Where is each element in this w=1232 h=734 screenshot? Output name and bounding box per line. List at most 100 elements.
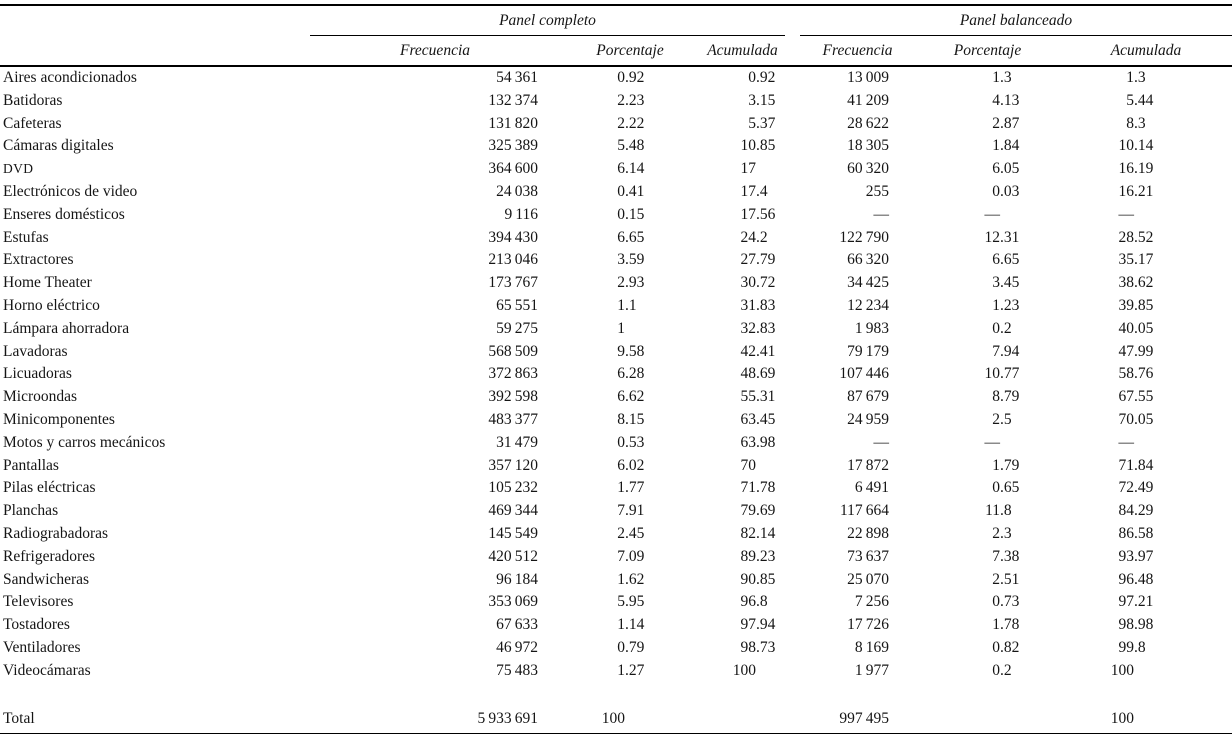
full-frecuencia-cell: 357 120 — [488, 456, 538, 474]
balanced-porcentaje-cell: 2.3 — [992, 524, 1012, 542]
balanced-porcentaje-cell: 3.45 — [992, 274, 1020, 292]
header-full-porcentaje: Porcentaje — [560, 35, 700, 67]
table-row: Electrónicos de video 24 038 0.41 17.4 255 0.… — [0, 181, 1232, 204]
row-label: Videocámaras — [3, 661, 91, 679]
group-gap — [785, 523, 800, 546]
header-full-frecuencia: Frecuencia — [310, 35, 560, 67]
balanced-porcentaje-cell: 1.84 — [992, 137, 1020, 155]
full-acumulada-cell: 27.79 — [740, 251, 776, 269]
balanced-acumulada-cell: 28.52 — [1118, 228, 1154, 246]
row-label: Pilas eléctricas — [3, 479, 96, 497]
full-porcentaje-cell: 1 — [617, 319, 625, 337]
balanced-frecuencia-cell: 117 664 — [839, 502, 890, 520]
group-gap — [785, 249, 800, 272]
group-gap — [785, 455, 800, 478]
full-porcentaje-cell: 8.15 — [617, 410, 645, 428]
balanced-porcentaje-cell: 1.23 — [992, 296, 1020, 314]
table-row: Horno eléctrico 65 551 1.1 31.83 12 234 1.23 3… — [0, 295, 1232, 318]
group-gap — [785, 35, 801, 67]
full-frecuencia-cell: 353 069 — [488, 593, 538, 611]
full-porcentaje-cell: 2.22 — [617, 114, 645, 132]
balanced-acumulada-cell: 100 — [1110, 661, 1135, 679]
full-acumulada-cell: 10.85 — [740, 137, 776, 155]
balanced-frecuencia-cell: 25 070 — [847, 570, 890, 588]
balanced-acumulada-cell: 67.55 — [1118, 388, 1154, 406]
full-frecuencia-cell: 132 374 — [488, 91, 538, 109]
balanced-porcentaje-cell: 2.5 — [992, 410, 1012, 428]
table-row: Refrigeradores 420 512 7.09 89.23 73 637 7.38… — [0, 546, 1232, 569]
full-frecuencia-cell: 568 509 — [488, 342, 538, 360]
row-label: Refrigeradores — [3, 547, 96, 565]
group-gap — [785, 637, 800, 660]
balanced-frecuencia-cell: 22 898 — [847, 524, 890, 542]
balanced-acumulada-cell: 35.17 — [1118, 251, 1154, 269]
group-gap — [785, 295, 800, 318]
balanced-acumulada-cell: 38.62 — [1118, 274, 1154, 292]
balanced-acumulada-cell: 40.05 — [1118, 319, 1154, 337]
full-porcentaje-cell: 1.1 — [617, 296, 637, 314]
full-porcentaje-cell: 0.79 — [617, 638, 645, 656]
full-frecuencia-cell: 59 275 — [496, 319, 538, 337]
panel-balanceado-group-header: Panel balanceado — [800, 5, 1232, 36]
table-row: Enseres domésticos 9 116 0.15 17.56 — — — — [0, 204, 1232, 227]
full-porcentaje-cell: 0.41 — [617, 182, 645, 200]
balanced-porcentaje-cell: 8.79 — [992, 388, 1020, 406]
balanced-acumulada-cell: — — [1118, 433, 1135, 451]
group-gap — [785, 90, 800, 113]
row-label-smallcaps: DVD — [3, 161, 34, 177]
balanced-porcentaje-cell: 0.65 — [992, 479, 1020, 497]
table-row: Televisores 353 069 5.95 96.8 7 256 0.73 97.21 — [0, 591, 1232, 614]
full-frecuencia-cell: 5 933 691 — [477, 709, 538, 727]
group-gap — [785, 66, 800, 90]
full-acumulada-cell: 63.98 — [740, 433, 776, 451]
row-label: Televisores — [3, 593, 74, 611]
group-gap — [785, 660, 800, 683]
balanced-acumulada-cell: 72.49 — [1118, 479, 1154, 497]
full-porcentaje-cell: 0.92 — [617, 69, 645, 86]
full-porcentaje-cell: 3.59 — [617, 251, 645, 269]
balanced-acumulada-cell: 10.14 — [1118, 137, 1154, 155]
group-gap — [785, 5, 800, 36]
table-row: Home Theater 173 767 2.93 30.72 34 425 3.45 38… — [0, 272, 1232, 295]
balanced-frecuencia-cell: 73 637 — [847, 547, 890, 565]
full-porcentaje-cell: 1.77 — [617, 479, 645, 497]
table-row: Pilas eléctricas 105 232 1.77 71.78 6 491 0.6… — [0, 477, 1232, 500]
balanced-frecuencia-cell: 7 256 — [854, 593, 890, 611]
row-label: Motos y carros mecánicos — [3, 433, 166, 451]
row-label: DVD — [0, 158, 310, 181]
balanced-porcentaje-cell: 1.78 — [992, 616, 1020, 634]
balanced-frecuencia-cell: 17 872 — [847, 456, 890, 474]
group-gap — [785, 409, 800, 432]
row-label: Licuadoras — [3, 365, 72, 383]
group-gap — [785, 135, 800, 158]
full-acumulada-cell: 48.69 — [740, 365, 776, 383]
document-page: Panel completo Panel balanceado Frecuenc… — [0, 4, 1232, 734]
balanced-porcentaje-cell: 1.79 — [992, 456, 1020, 474]
full-porcentaje-cell: 5.95 — [617, 593, 645, 611]
full-acumulada-cell: 0.92 — [748, 69, 776, 86]
full-frecuencia-cell: 364 600 — [488, 160, 538, 178]
full-frecuencia-cell: 54 361 — [496, 69, 538, 86]
group-gap — [785, 318, 800, 341]
balanced-acumulada-cell: 5.44 — [1126, 91, 1154, 109]
balanced-acumulada-cell: 70.05 — [1118, 410, 1154, 428]
balanced-frecuencia-cell: 41 209 — [847, 91, 890, 109]
balanced-frecuencia-cell: 1 983 — [854, 319, 890, 337]
balanced-acumulada-cell: 96.48 — [1118, 570, 1154, 588]
balanced-frecuencia-cell: 66 320 — [847, 251, 890, 269]
balanced-porcentaje-cell: — — [984, 205, 1001, 223]
row-label: Cámaras digitales — [3, 137, 114, 155]
full-frecuencia-cell: 24 038 — [496, 182, 538, 200]
balanced-frecuencia-cell: 60 320 — [847, 160, 890, 178]
column-group-header-row: Panel completo Panel balanceado — [0, 5, 1232, 36]
balanced-frecuencia-cell: 87 679 — [847, 388, 890, 406]
balanced-acumulada-cell: 97.21 — [1118, 593, 1154, 611]
row-label: Pantallas — [3, 456, 59, 474]
full-porcentaje-cell: 1.27 — [617, 661, 645, 679]
row-label: Home Theater — [3, 274, 92, 292]
header-balanced-frecuencia: Frecuencia — [800, 35, 916, 67]
balanced-frecuencia-cell: 997 495 — [839, 709, 890, 727]
balanced-porcentaje-cell: 7.94 — [992, 342, 1020, 360]
balanced-frecuencia-cell: 24 959 — [847, 410, 890, 428]
table-row: Aires acondicionados 54 361 0.92 0.92 13 009… — [0, 66, 1232, 90]
